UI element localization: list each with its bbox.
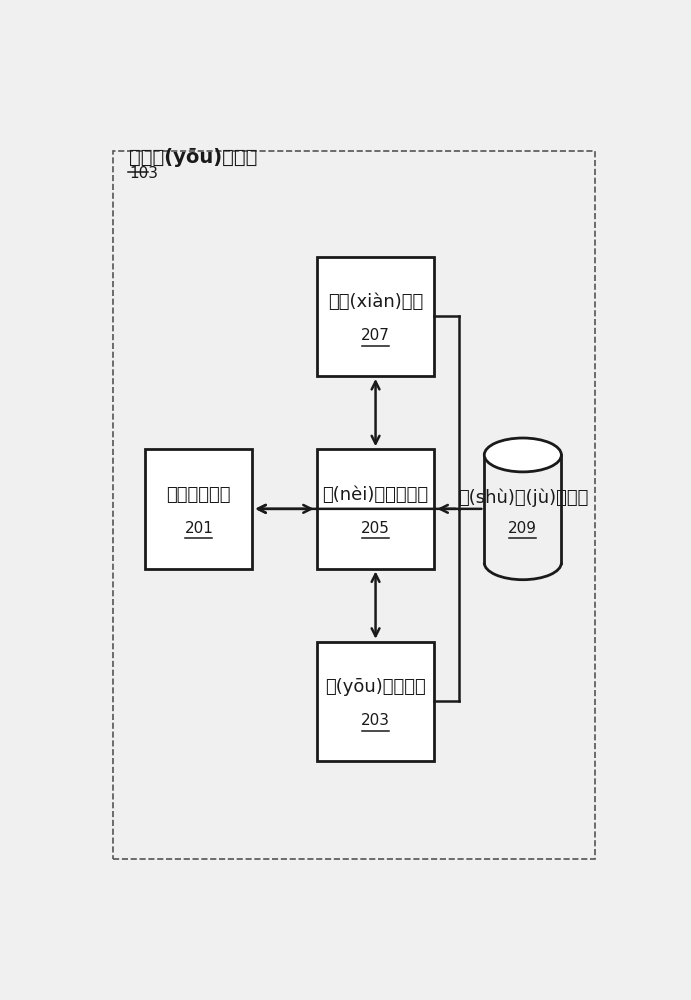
Text: 209: 209 — [509, 521, 538, 536]
Text: 輸入處理模塊: 輸入處理模塊 — [167, 486, 231, 504]
Bar — [145, 449, 252, 569]
Text: 103: 103 — [129, 166, 158, 181]
Text: 205: 205 — [361, 521, 390, 536]
Ellipse shape — [484, 438, 561, 472]
Text: 優(yōu)先級模塊: 優(yōu)先級模塊 — [325, 678, 426, 696]
Text: 數(shù)據(jù)儲存器: 數(shù)據(jù)儲存器 — [457, 488, 588, 507]
Text: 呈現(xiàn)模塊: 呈現(xiàn)模塊 — [328, 293, 423, 311]
Text: 資源優(yōu)化平臺: 資源優(yōu)化平臺 — [129, 148, 258, 167]
Text: 內(nèi)容選擇模塊: 內(nèi)容選擇模塊 — [323, 486, 428, 504]
Bar — [316, 449, 435, 569]
Text: 201: 201 — [184, 521, 214, 536]
Bar — [316, 642, 435, 761]
Text: 203: 203 — [361, 713, 390, 728]
Text: 207: 207 — [361, 328, 390, 343]
Bar — [316, 257, 435, 376]
